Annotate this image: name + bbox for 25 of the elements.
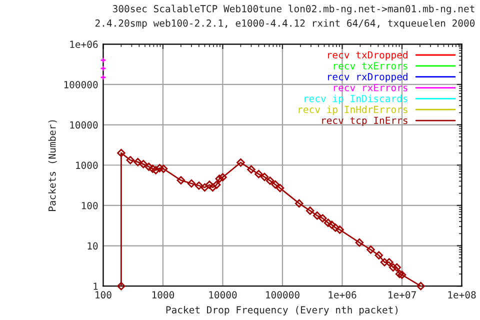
y-tick-label: 10000 (70, 121, 98, 129)
y-tick-label: 1e+06 (70, 40, 98, 48)
legend-label: recv rxErrors (334, 84, 408, 92)
x-tick-label: 100 (96, 291, 112, 299)
legend-label: recv rxDropped (328, 72, 408, 82)
y-axis-title: Packets (Number) (48, 120, 57, 212)
y-tick-label: 10 (88, 242, 98, 250)
y-tick-label: 100 (82, 202, 98, 210)
legend-label: recv ip InHdrErrors (298, 106, 408, 116)
x-tick-label: 100000 (266, 291, 300, 299)
x-tick-label: 1e+08 (448, 291, 476, 299)
y-tick-label: 100000 (64, 80, 98, 88)
legend-label: recv txErrors (334, 62, 408, 70)
chart-subtitle: 2.4.20smp web100-2.2.1, e1000-4.4.12 rxint 64/64, txqueuelen 2000 (95, 19, 475, 29)
y-tick-label: 1 (94, 282, 98, 290)
x-tick-label: 10000 (209, 291, 237, 299)
x-tick-label: 1000 (152, 291, 174, 299)
legend-label: recv txDropped (328, 51, 408, 60)
y-tick-label: 1000 (76, 162, 98, 169)
chart-title: 300sec ScalableTCP Web100tune lon02.mb-ng.net->man01.mb-ng.net (112, 4, 474, 14)
x-tick-label: 1e+07 (388, 291, 416, 299)
x-axis-title: Packet Drop Frequency (Every nth packet) (166, 306, 398, 316)
legend-label: recv tcp InErrs (322, 116, 408, 126)
x-tick-label: 1e+06 (328, 291, 356, 299)
legend-label: recv ip InDiscards (304, 94, 408, 104)
